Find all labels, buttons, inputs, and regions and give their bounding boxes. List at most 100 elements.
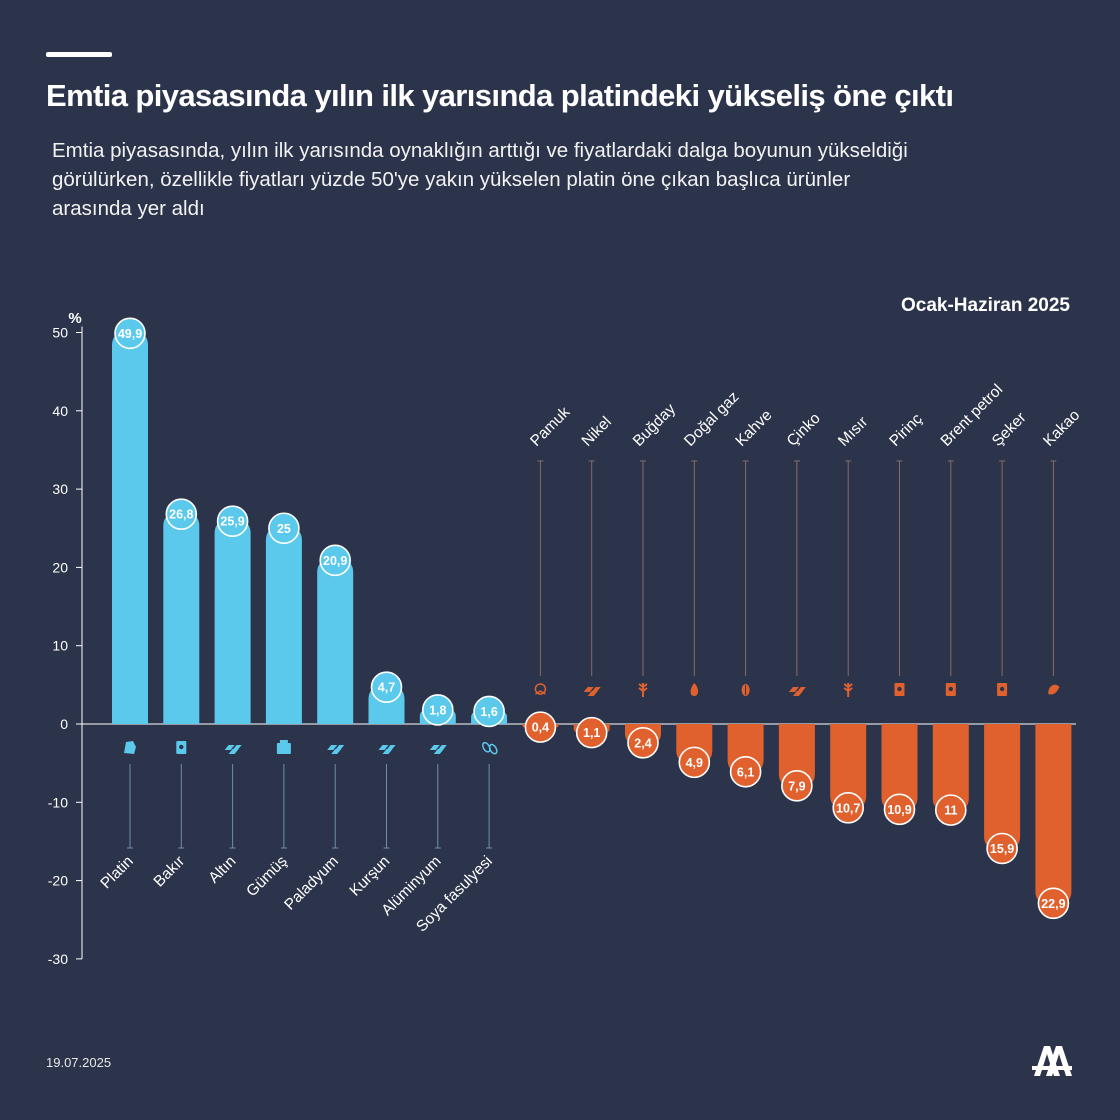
category-label: Platin xyxy=(97,853,136,892)
value-label: 22,9 xyxy=(1041,897,1065,911)
value-label: 11 xyxy=(944,804,957,818)
bar xyxy=(317,560,354,724)
bar-group: 7,9 Çinko xyxy=(778,410,824,802)
bar-group: 26,8 Bakır xyxy=(151,498,200,891)
page-subtitle: Emtia piyasasında, yılın ilk yarısında o… xyxy=(52,139,908,220)
value-label: 1,6 xyxy=(480,705,497,719)
bar-group: 15,9 Şeker xyxy=(984,409,1030,865)
y-tick-label: -20 xyxy=(48,873,68,889)
title-accent-bar xyxy=(46,52,112,57)
soybean-icon xyxy=(482,741,498,755)
zinc-bars-icon xyxy=(788,687,806,696)
category-label: Gümüş xyxy=(243,853,291,901)
value-circle xyxy=(934,794,967,826)
category-label: Bakır xyxy=(151,853,189,891)
bar-group: 25 Gümüş xyxy=(243,512,302,901)
bar-group: 6,1 Kahve xyxy=(727,407,776,788)
value-label: 25 xyxy=(277,522,291,536)
ore-block-icon xyxy=(176,741,187,754)
value-label: 0,4 xyxy=(532,721,549,735)
sugar-cube-icon xyxy=(997,683,1008,696)
category-label: Kakao xyxy=(1040,407,1083,450)
silver-ingot-icon xyxy=(276,740,291,754)
corn-icon xyxy=(843,683,853,697)
cocoa-icon xyxy=(1048,684,1060,695)
bar xyxy=(830,724,867,808)
category-label: Nikel xyxy=(579,413,615,449)
value-label: 4,7 xyxy=(378,681,395,695)
value-circle xyxy=(319,544,352,577)
category-label: Paladyum xyxy=(281,853,342,914)
category-label: Pamuk xyxy=(527,404,573,450)
bar-group: 4,7 Kurşun xyxy=(347,671,405,900)
category-label: Buğday xyxy=(630,400,679,449)
bar xyxy=(984,724,1021,849)
aa-logo-icon xyxy=(1032,1046,1072,1076)
bar xyxy=(214,521,251,724)
bar xyxy=(932,724,969,811)
value-label: 4,9 xyxy=(686,756,703,770)
publish-date: 19.07.2025 xyxy=(46,1055,112,1070)
value-label: 10,9 xyxy=(887,803,911,817)
value-label: 26,8 xyxy=(169,508,193,522)
bar-group: 1,1 Nikel xyxy=(573,413,615,749)
value-circle xyxy=(627,726,659,759)
y-tick-label: 40 xyxy=(52,403,68,419)
category-label: Altın xyxy=(205,853,239,887)
value-circle xyxy=(678,746,711,779)
cotton-icon xyxy=(534,683,547,695)
value-label: 10,7 xyxy=(836,801,860,815)
bar xyxy=(163,514,200,724)
bar-group: 22,9 Kakao xyxy=(1035,407,1083,920)
value-circle xyxy=(781,770,813,802)
value-circle xyxy=(832,791,865,824)
bar xyxy=(778,724,815,786)
value-label: 15,9 xyxy=(990,842,1014,856)
value-circle xyxy=(268,512,300,545)
bar-group: 2,4 Buğday xyxy=(625,400,679,759)
gold-bars-icon xyxy=(224,745,242,754)
period-label: Ocak-Haziran 2025 xyxy=(901,295,1070,316)
value-circle xyxy=(1037,887,1070,920)
bar-group: 10,7 Mısır xyxy=(830,413,871,824)
category-label: Doğal gaz xyxy=(681,388,742,449)
value-circle xyxy=(114,317,146,350)
metal-bars-icon xyxy=(327,745,345,754)
y-tick-label: 0 xyxy=(60,716,68,732)
y-tick-label: 20 xyxy=(52,559,68,575)
y-tick-label: 10 xyxy=(52,638,68,654)
y-axis-unit-label: % xyxy=(68,310,81,327)
value-circle xyxy=(473,695,505,728)
value-circle xyxy=(370,671,403,703)
bar-group: 0,4 Pamuk xyxy=(522,404,574,743)
coffee-bean-icon xyxy=(741,684,750,696)
wheat-icon xyxy=(638,683,648,697)
bar xyxy=(265,528,302,724)
category-label: Kurşun xyxy=(347,853,394,900)
rice-sack-icon xyxy=(894,683,905,696)
category-label: Kahve xyxy=(732,407,775,450)
value-circle xyxy=(883,793,916,826)
value-circle xyxy=(421,694,454,726)
bar-group: 49,9 Platin xyxy=(97,317,148,892)
bar-group: 10,9 Pirinç xyxy=(881,410,926,826)
bar xyxy=(881,724,918,810)
value-circle xyxy=(165,498,198,530)
value-circle xyxy=(216,505,249,538)
oil-barrel-icon xyxy=(945,683,956,696)
bar-group: 4,9 Doğal gaz xyxy=(676,388,742,779)
category-label: Mısır xyxy=(835,413,871,449)
y-tick-label: -10 xyxy=(48,794,68,810)
page-title: Emtia piyasasında yılın ilk yarısında pl… xyxy=(46,78,954,113)
bar xyxy=(112,333,148,724)
value-label: 49,9 xyxy=(118,327,142,341)
value-label: 1,1 xyxy=(583,726,600,740)
value-circle xyxy=(986,832,1018,865)
bar-group: 25,9 Altın xyxy=(205,505,251,887)
value-label: 6,1 xyxy=(737,765,754,779)
y-tick-label: 30 xyxy=(52,481,68,497)
value-circle xyxy=(729,755,762,788)
